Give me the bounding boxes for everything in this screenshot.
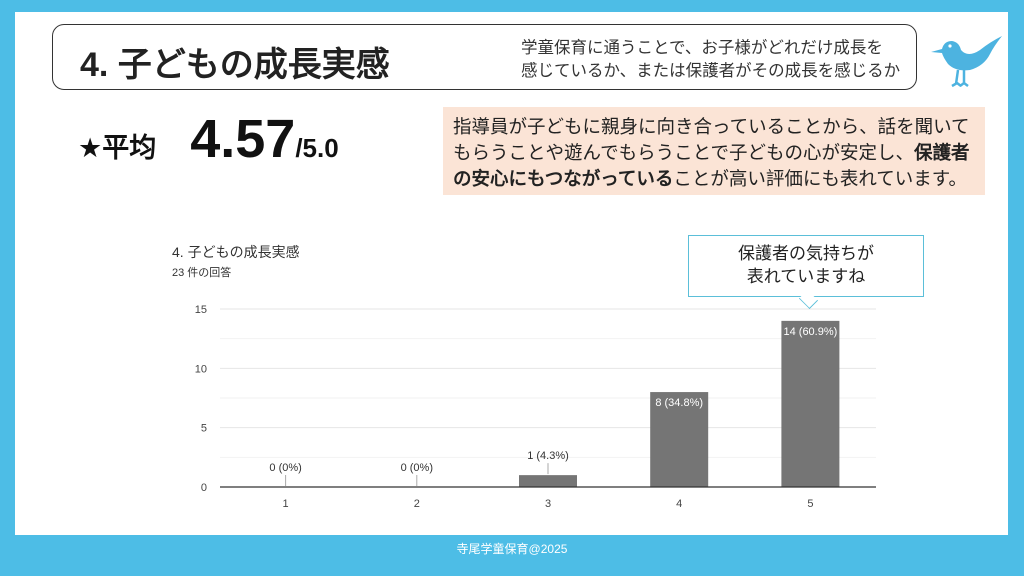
average-value: 4.57 [190,109,296,169]
x-tick-label: 1 [283,498,289,510]
data-label: 0 (0%) [269,462,301,474]
y-tick-label: 0 [201,482,207,494]
comment-box: 指導員が子どもに親身に向き合っていることから、話を聞いてもらうことや遊んでもらう… [443,107,985,195]
subtitle-line: 感じているか、または保護者がその成長を感じるか [521,62,901,80]
subtitle-line: 学童保育に通うことで、お子様がどれだけ成長を [521,39,883,57]
page-title: 4. 子どもの成長実感 [80,46,390,84]
average-max: /5.0 [295,133,339,163]
bar [781,320,840,487]
note-text: ことが高い評価にも表れています。 [673,168,967,189]
x-tick-label: 5 [807,498,813,510]
callout-bubble: 保護者の気持ちが 表れていますね [688,235,924,297]
data-label: 1 (4.3%) [527,450,569,462]
data-label: 0 (0%) [401,462,433,474]
x-tick-label: 2 [414,498,420,510]
callout-line: 保護者の気持ちが [738,244,874,263]
y-tick-label: 5 [201,423,207,435]
average-label: ★平均 [78,133,157,163]
x-tick-label: 3 [545,498,551,510]
header-subtitle: 学童保育に通うことで、お子様がどれだけ成長を 感じているか、または保護者がその成… [521,37,900,83]
data-label: 8 (34.8%) [655,397,703,409]
note-text: 指導員が子どもに親身に向き合っていることから、話を聞いてもらうことや遊んでもらう… [453,116,970,163]
chart-subtitle: 23 件の回答 [172,267,232,279]
y-tick-label: 15 [195,304,207,316]
footer-text: 寺尾学童保育@2025 [456,542,568,556]
y-tick-label: 10 [195,363,207,375]
note-bold: 保護者の安心にもつながっている [453,142,970,189]
header-bubble: 4. 子どもの成長実感 学童保育に通うことで、お子様がどれだけ成長を 感じている… [52,24,917,90]
bird-icon [931,36,1002,88]
data-label: 14 (60.9%) [783,326,837,338]
chart-title: 4. 子どもの成長実感 [172,244,300,260]
average-score: ★平均 4.57 /5.0 [78,108,339,170]
bar [519,475,577,487]
x-tick-label: 4 [676,498,682,510]
callout-line: 表れていますね [746,267,866,286]
bar [650,392,709,487]
